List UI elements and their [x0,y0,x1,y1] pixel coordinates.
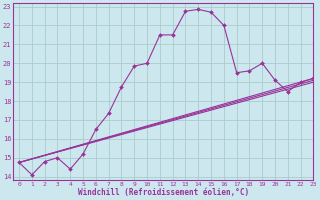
X-axis label: Windchill (Refroidissement éolien,°C): Windchill (Refroidissement éolien,°C) [77,188,249,197]
